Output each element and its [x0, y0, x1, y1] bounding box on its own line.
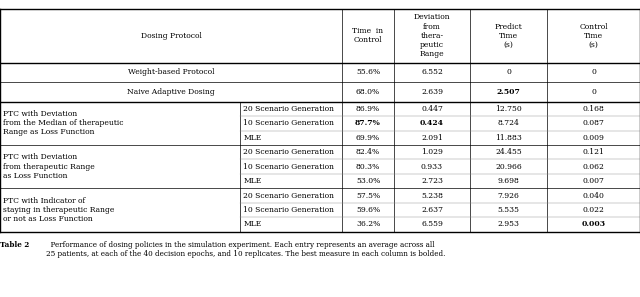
Text: 0.168: 0.168: [582, 105, 605, 113]
Text: Dosing Protocol: Dosing Protocol: [141, 32, 202, 40]
Text: 0.933: 0.933: [421, 163, 443, 171]
Text: 0.007: 0.007: [582, 177, 605, 185]
Text: 2.953: 2.953: [498, 220, 520, 228]
Text: 59.6%: 59.6%: [356, 206, 380, 214]
Text: 82.4%: 82.4%: [356, 148, 380, 156]
Text: 69.9%: 69.9%: [356, 134, 380, 142]
Text: 0.062: 0.062: [582, 163, 605, 171]
Text: 20.966: 20.966: [495, 163, 522, 171]
Text: PTC with Deviation
from therapeutic Range
as Loss Function: PTC with Deviation from therapeutic Rang…: [3, 154, 95, 180]
Text: 9.698: 9.698: [498, 177, 520, 185]
Text: MLE: MLE: [243, 177, 262, 185]
Text: 2.091: 2.091: [421, 134, 443, 142]
Text: 10 Scenario Generation: 10 Scenario Generation: [243, 206, 334, 214]
Text: 0: 0: [591, 88, 596, 96]
Text: 0: 0: [506, 68, 511, 76]
Text: 0.447: 0.447: [421, 105, 443, 113]
Text: Time  in
Control: Time in Control: [353, 27, 383, 45]
Text: 7.926: 7.926: [498, 192, 520, 200]
Text: PTC with Indicator of
staying in therapeutic Range
or not as Loss Function: PTC with Indicator of staying in therape…: [3, 197, 115, 223]
Text: 20 Scenario Generation: 20 Scenario Generation: [243, 105, 334, 113]
Text: 1.029: 1.029: [421, 148, 443, 156]
Text: 2.639: 2.639: [421, 88, 443, 96]
Text: 11.883: 11.883: [495, 134, 522, 142]
Text: Naive Adaptive Dosing: Naive Adaptive Dosing: [127, 88, 215, 96]
Text: 8.724: 8.724: [498, 119, 520, 127]
Text: 0.040: 0.040: [582, 192, 605, 200]
Text: 0.087: 0.087: [582, 119, 605, 127]
Text: Control
Time
(s): Control Time (s): [579, 23, 608, 49]
Text: 5.238: 5.238: [421, 192, 443, 200]
Text: 6.552: 6.552: [421, 68, 443, 76]
Text: 36.2%: 36.2%: [356, 220, 380, 228]
Text: 0.121: 0.121: [582, 148, 605, 156]
Text: MLE: MLE: [243, 134, 262, 142]
Text: PTC with Deviation
from the Median of therapeutic
Range as Loss Function: PTC with Deviation from the Median of th…: [3, 110, 124, 137]
Text: Table 2: Table 2: [0, 241, 29, 249]
Text: 0.424: 0.424: [420, 119, 444, 127]
Text: 86.9%: 86.9%: [356, 105, 380, 113]
Text: 68.0%: 68.0%: [356, 88, 380, 96]
Text: 6.559: 6.559: [421, 220, 443, 228]
Text: 24.455: 24.455: [495, 148, 522, 156]
Text: 20 Scenario Generation: 20 Scenario Generation: [243, 148, 334, 156]
Text: Predict
Time
(s): Predict Time (s): [495, 23, 523, 49]
Text: 87.7%: 87.7%: [355, 119, 381, 127]
Text: 5.535: 5.535: [498, 206, 520, 214]
Text: 53.0%: 53.0%: [356, 177, 380, 185]
Text: 12.750: 12.750: [495, 105, 522, 113]
Text: 0.009: 0.009: [582, 134, 605, 142]
Text: 2.637: 2.637: [421, 206, 443, 214]
Text: 0.003: 0.003: [582, 220, 605, 228]
Text: 57.5%: 57.5%: [356, 192, 380, 200]
Text: 10 Scenario Generation: 10 Scenario Generation: [243, 163, 334, 171]
Text: 55.6%: 55.6%: [356, 68, 380, 76]
Text: 2.507: 2.507: [497, 88, 521, 96]
Text: Deviation
from
thera-
peutic
Range: Deviation from thera- peutic Range: [413, 13, 451, 58]
Text: MLE: MLE: [243, 220, 262, 228]
Text: 0.022: 0.022: [582, 206, 605, 214]
Text: 10 Scenario Generation: 10 Scenario Generation: [243, 119, 334, 127]
Text: 2.723: 2.723: [421, 177, 443, 185]
Text: Performance of dosing policies in the simulation experiment. Each entry represen: Performance of dosing policies in the si…: [46, 241, 445, 258]
Text: 0: 0: [591, 68, 596, 76]
Text: 20 Scenario Generation: 20 Scenario Generation: [243, 192, 334, 200]
Text: 80.3%: 80.3%: [356, 163, 380, 171]
Text: Weight-based Protocol: Weight-based Protocol: [128, 68, 214, 76]
